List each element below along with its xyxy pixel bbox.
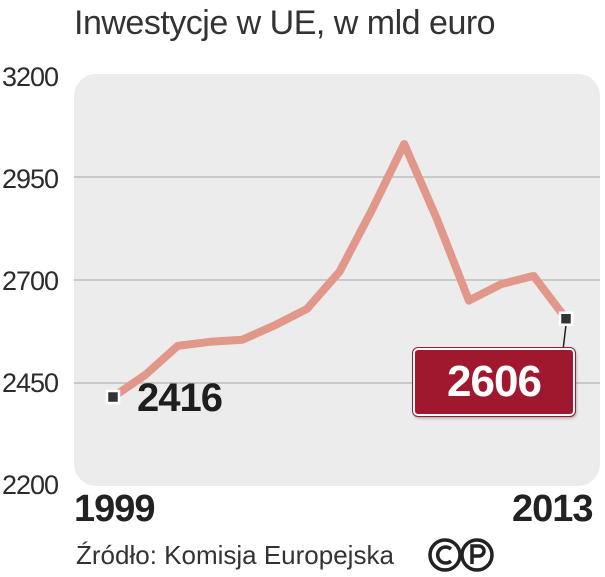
y-tick-2950: 2950 <box>2 164 59 194</box>
y-tick-2700: 2700 <box>2 266 59 296</box>
end-label-connector <box>562 324 567 351</box>
source-note: Źródło: Komisja Europejska <box>76 540 394 570</box>
y-tick-3200: 3200 <box>2 62 59 92</box>
x-label-start-year: 1999 <box>74 488 156 530</box>
y-tick-2450: 2450 <box>2 368 59 398</box>
end-point-marker <box>558 311 574 326</box>
end-value-badge: 2606 <box>412 347 576 417</box>
start-point-marker <box>105 389 121 405</box>
y-tick-2200: 2200 <box>2 470 59 500</box>
chart-title: Inwestycje w UE, w mld euro <box>74 4 496 42</box>
start-value-label: 2416 <box>137 376 223 420</box>
cc-p-icon <box>428 538 494 572</box>
x-label-end-year: 2013 <box>512 488 594 530</box>
series-line <box>109 140 570 401</box>
